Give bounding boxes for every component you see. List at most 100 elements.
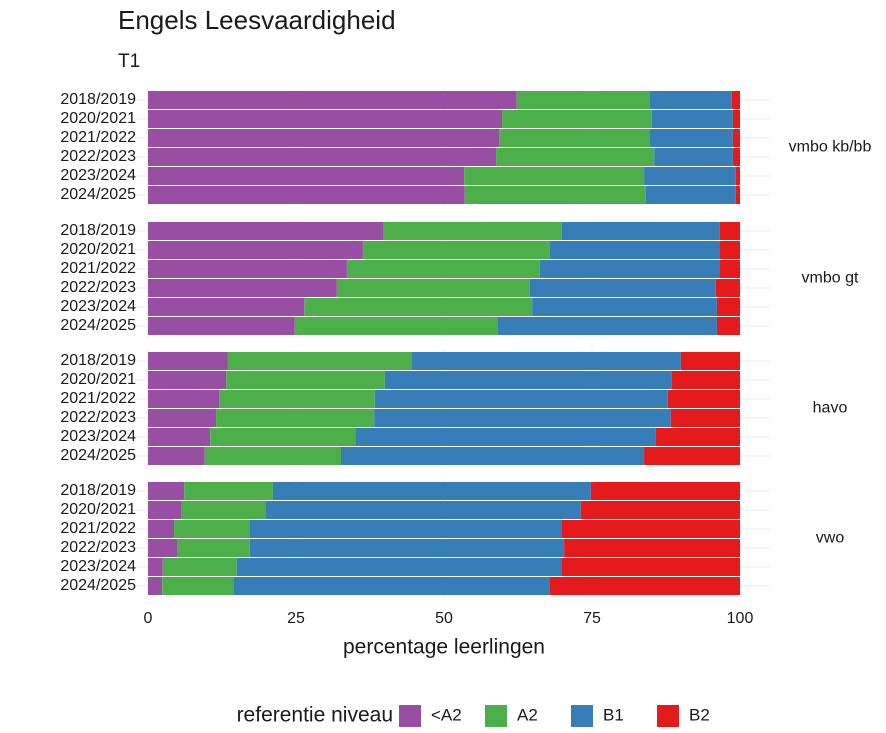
bar-segment	[148, 260, 347, 278]
bar-segment	[148, 409, 217, 427]
bar-segment	[148, 482, 185, 500]
bar-segment	[464, 167, 645, 185]
bar-segment	[148, 222, 384, 240]
bar-segment	[735, 167, 740, 185]
bar-segment	[561, 558, 740, 576]
bar-segment	[226, 371, 385, 389]
bar-segment	[148, 167, 465, 185]
bar-segment	[362, 241, 550, 259]
bar-segment	[561, 520, 740, 538]
bar-segment	[732, 148, 740, 166]
bar-segment	[561, 222, 720, 240]
bar-segment	[384, 371, 672, 389]
bar-segment	[148, 577, 163, 595]
bar-segment	[671, 371, 740, 389]
bar-segment	[148, 298, 305, 316]
bar-segment	[174, 520, 250, 538]
bar-segment	[346, 260, 540, 278]
bar-segment	[148, 352, 228, 370]
bar-segment	[340, 447, 645, 465]
bar-segment	[148, 129, 500, 147]
y-tick-label: 2021/2022	[60, 260, 136, 277]
bar-segment	[516, 91, 651, 109]
y-tick-label: 2020/2021	[60, 110, 136, 127]
bar-segment	[549, 577, 740, 595]
bar-segment	[667, 390, 740, 408]
bar-segment	[236, 558, 562, 576]
bar-segment	[499, 129, 651, 147]
bar-segment	[272, 482, 591, 500]
y-tick-label: 2021/2022	[60, 390, 136, 407]
bar-segment	[355, 428, 656, 446]
bar-segment	[716, 317, 740, 335]
bar-segment	[719, 222, 740, 240]
y-tick-label: 2018/2019	[60, 352, 136, 369]
bar-segment	[644, 167, 736, 185]
bar-segment	[148, 539, 178, 557]
bar-segment	[580, 501, 740, 519]
bar-segment	[265, 501, 581, 519]
bar-segment	[549, 241, 720, 259]
bar-segment	[497, 317, 717, 335]
legend-label: A2	[517, 705, 538, 724]
bar-segment	[148, 91, 517, 109]
bar-segment	[529, 279, 716, 297]
legend-title: referentie niveau	[237, 704, 393, 727]
bar-segment	[233, 577, 550, 595]
bar-segment	[731, 91, 740, 109]
y-tick-label: 2020/2021	[60, 241, 136, 258]
bar-segment	[650, 129, 733, 147]
bar-segment	[464, 186, 646, 204]
bar-segment	[148, 279, 337, 297]
bar-segment	[219, 390, 375, 408]
facet-label: vwo	[816, 530, 845, 547]
y-tick-label: 2022/2023	[60, 539, 136, 556]
y-tick-label: 2022/2023	[60, 409, 136, 426]
y-tick-label: 2018/2019	[60, 91, 136, 108]
bar-segment	[374, 409, 671, 427]
y-tick-label: 2024/2025	[60, 317, 136, 334]
legend-swatch	[485, 705, 507, 727]
y-tick-label: 2020/2021	[60, 501, 136, 518]
bar-segment	[148, 390, 220, 408]
bar-segment	[216, 409, 375, 427]
chart-title: Engels Leesvaardigheid	[118, 5, 396, 35]
y-tick-label: 2022/2023	[60, 148, 136, 165]
facet-label: vmbo gt	[802, 270, 859, 287]
y-tick-label: 2018/2019	[60, 222, 136, 239]
y-tick-label: 2022/2023	[60, 279, 136, 296]
y-tick-label: 2024/2025	[60, 186, 136, 203]
y-tick-label: 2023/2024	[60, 167, 136, 184]
legend-label: B1	[603, 705, 624, 724]
bar-segment	[374, 390, 668, 408]
legend-label: <A2	[431, 705, 462, 724]
y-tick-label: 2023/2024	[60, 428, 136, 445]
bar-segment	[670, 409, 740, 427]
y-tick-label: 2018/2019	[60, 482, 136, 499]
bar-segment	[148, 148, 497, 166]
y-tick-label: 2024/2025	[60, 577, 136, 594]
bar-segment	[148, 428, 211, 446]
y-tick-label: 2023/2024	[60, 298, 136, 315]
bar-segment	[249, 539, 565, 557]
bar-segment	[532, 298, 717, 316]
bar-segment	[651, 110, 733, 128]
bar-segment	[539, 260, 720, 278]
y-tick-label: 2021/2022	[60, 520, 136, 537]
x-tick-label: 25	[287, 610, 305, 627]
bar-segment	[655, 428, 740, 446]
bar-segment	[645, 186, 736, 204]
bar-segment	[148, 447, 205, 465]
bar-segment	[336, 279, 530, 297]
bar-segment	[148, 241, 363, 259]
legend-swatch	[657, 705, 679, 727]
bar-segment	[502, 110, 652, 128]
bar-segment	[204, 447, 341, 465]
bar-segment	[148, 520, 175, 538]
bar-segment	[383, 222, 562, 240]
facet-label: vmbo kb/bb	[789, 139, 872, 156]
bar-segment	[210, 428, 356, 446]
bar-segment	[732, 110, 740, 128]
y-tick-label: 2021/2022	[60, 129, 136, 146]
